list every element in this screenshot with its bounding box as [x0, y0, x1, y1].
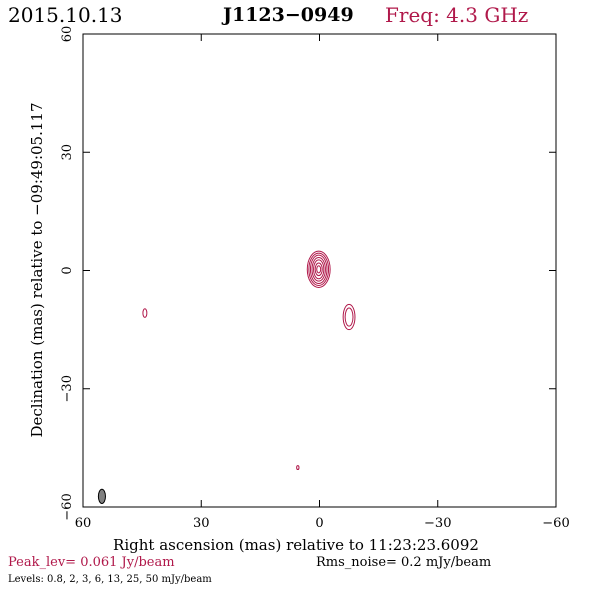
- beam: [97, 488, 106, 504]
- rms-noise: Rms_noise= 0.2 mJy/beam: [316, 555, 492, 570]
- plot-frame: [82, 33, 557, 508]
- contour-line: [309, 254, 328, 285]
- source-name: J1123−0949: [223, 4, 354, 26]
- contour-line: [314, 262, 323, 277]
- x-tick-labels: 60 30 0 −30 −60: [75, 516, 570, 531]
- y-tick-label: 60: [60, 26, 75, 43]
- y-tick-label: 0: [60, 266, 75, 274]
- contour-line: [296, 465, 300, 471]
- frequency-label: Freq: 4.3 GHz: [385, 3, 529, 27]
- x-tick-label: 60: [75, 516, 92, 531]
- y-tick-labels: −60 −30 0 30 60: [60, 26, 75, 521]
- contour-line: [311, 256, 326, 282]
- contour-line: [316, 265, 322, 274]
- peak-level: Peak_lev= 0.061 Jy/beam: [8, 555, 175, 570]
- observation-date: 2015.10.13: [8, 3, 123, 27]
- y-tick-label: 30: [60, 144, 75, 161]
- y-tick-label: −30: [60, 375, 75, 402]
- contour-line: [142, 308, 148, 318]
- contours: [142, 250, 356, 471]
- x-axis-label: Right ascension (mas) relative to 11:23:…: [113, 536, 479, 554]
- axis-ticks: [82, 33, 557, 508]
- x-tick-label: −60: [542, 516, 569, 531]
- contour-levels: Levels: 0.8, 2, 3, 6, 13, 25, 50 mJy/bea…: [8, 574, 212, 585]
- beam-ellipse: [97, 488, 106, 504]
- contour-line: [308, 252, 330, 286]
- contour-line: [306, 250, 331, 288]
- contour-line: [313, 259, 325, 280]
- y-axis-label: Declination (mas) relative to −09:49:05.…: [28, 102, 46, 437]
- contour-line: [342, 303, 356, 331]
- x-tick-label: 30: [193, 516, 210, 531]
- x-tick-label: −30: [424, 516, 451, 531]
- y-tick-label: −60: [60, 493, 75, 520]
- x-tick-label: 0: [315, 516, 323, 531]
- contour-line: [344, 307, 354, 327]
